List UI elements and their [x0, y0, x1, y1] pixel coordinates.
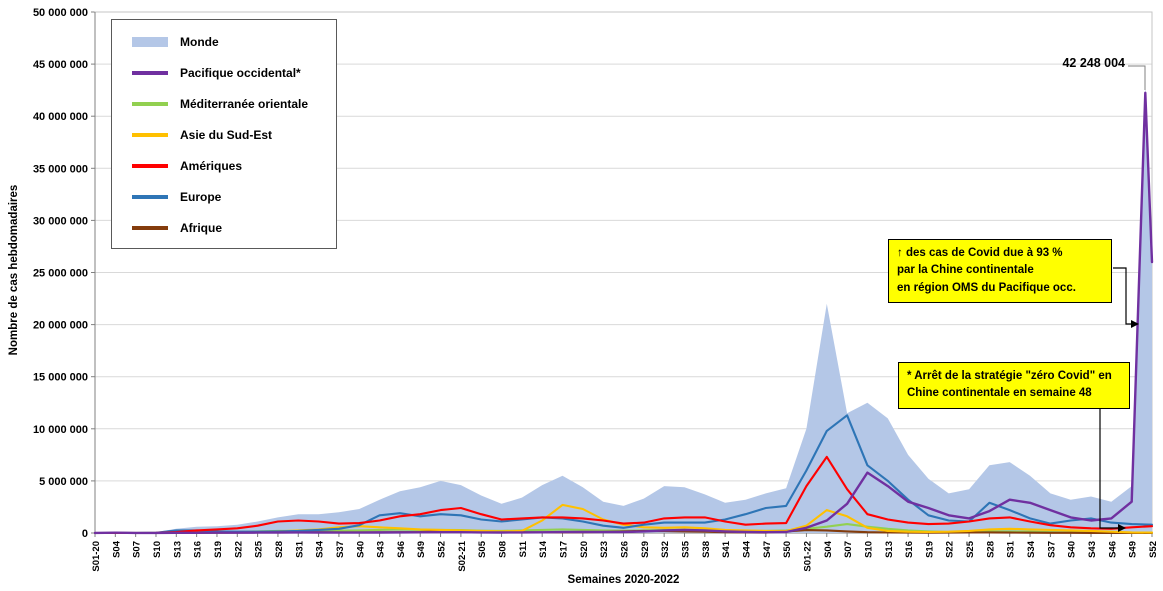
x-tick-label: S07	[132, 541, 143, 558]
x-tick-label: S43	[376, 541, 387, 558]
x-axis-title: Semaines 2020-2022	[567, 574, 680, 586]
x-tick-label: S22	[233, 541, 244, 558]
x-tick-label: S37	[1046, 541, 1057, 558]
legend-swatch-europe	[132, 195, 168, 199]
x-tick-label: S49	[416, 541, 427, 558]
legend-label-mediterranee-orientale: Méditerranée orientale	[180, 97, 309, 111]
x-tick-label: S14	[538, 540, 549, 558]
x-tick-label: S40	[1067, 541, 1078, 558]
x-tick-label: S49	[1128, 541, 1139, 558]
y-tick-label: 20 000 000	[33, 320, 88, 332]
x-tick-label: S38	[701, 541, 712, 558]
legend-item-asie-du-sud-est: Asie du Sud-Est	[132, 124, 328, 146]
x-tick-label: S31	[1006, 540, 1017, 558]
y-tick-label: 25 000 000	[33, 268, 88, 280]
y-tick-label: 30 000 000	[33, 215, 88, 227]
y-axis-title: Nombre de cas hebdomadaires	[8, 184, 20, 356]
callout-covid-increase-china: ↑ des cas de Covid due à 93 % par la Chi…	[888, 239, 1112, 303]
x-tick-label: S43	[1087, 541, 1098, 558]
x-tick-label: S37	[335, 541, 346, 558]
legend-item-afrique: Afrique	[132, 217, 328, 239]
series-line-pacifique-occidental	[93, 91, 1154, 535]
legend-swatch-mediterranee-orientale	[132, 102, 168, 106]
legend-swatch-monde	[132, 37, 168, 47]
legend: Monde Pacifique occidental* Méditerranée o…	[111, 19, 337, 249]
legend-swatch-pacifique-occidental	[132, 71, 168, 75]
legend-swatch-asie-du-sud-est	[132, 133, 168, 137]
x-tick-label: S34	[315, 540, 326, 558]
x-tick-label: S16	[904, 541, 915, 558]
x-tick-label: S52	[437, 541, 448, 558]
x-tick-label: S31	[294, 540, 305, 558]
x-tick-label: S02-21	[457, 540, 468, 571]
legend-label-ameriques: Amériques	[180, 159, 243, 173]
legend-swatch-afrique	[132, 226, 168, 230]
legend-label-afrique: Afrique	[180, 221, 222, 235]
x-tick-label: S23	[599, 541, 610, 558]
y-tick-label: 50 000 000	[33, 7, 88, 19]
y-tick-label: 5 000 000	[39, 476, 88, 488]
legend-item-ameriques: Amériques	[132, 155, 328, 177]
y-tick-label: 0	[82, 528, 88, 540]
x-tick-label: S07	[843, 541, 854, 558]
callout-zero-covid-strategy: * Arrêt de la stratégie "zéro Covid" en …	[898, 362, 1130, 409]
legend-swatch-ameriques	[132, 164, 168, 168]
y-tick-label: 45 000 000	[33, 59, 88, 71]
x-tick-label: S17	[559, 541, 570, 558]
x-tick-label: S25	[254, 540, 265, 558]
x-tick-label: S08	[498, 541, 509, 558]
y-axis: 0 5 000 000 10 000 000 15 000 000 20 000 000…	[33, 7, 95, 540]
x-tick-label: S32	[660, 541, 671, 558]
legend-item-europe: Europe	[132, 186, 328, 208]
x-tick-label: S40	[355, 541, 366, 558]
x-tick-label: S13	[172, 541, 183, 558]
x-tick-label: S19	[924, 541, 935, 558]
x-tick-label: S25	[965, 540, 976, 558]
x-tick-label: S35	[680, 540, 691, 558]
y-tick-label: 10 000 000	[33, 424, 88, 436]
x-tick-label: S44	[741, 540, 752, 558]
x-tick-label: S46	[396, 541, 407, 558]
x-tick-label: S04	[111, 540, 122, 558]
y-tick-label: 35 000 000	[33, 163, 88, 175]
legend-item-pacifique-occidental: Pacifique occidental*	[132, 62, 328, 84]
x-tick-label: S46	[1107, 541, 1118, 558]
x-tick-label: S11	[518, 540, 529, 557]
x-tick-label: S26	[620, 541, 631, 558]
x-tick-label: S01-22	[802, 541, 813, 572]
legend-label-monde: Monde	[180, 35, 219, 49]
x-tick-label: S29	[640, 541, 651, 558]
series-area-monde	[95, 84, 1152, 534]
x-tick-label: S34	[1026, 540, 1037, 558]
x-tick-label: S10	[152, 541, 163, 558]
x-tick-label: S20	[579, 541, 590, 558]
x-tick-label: S41	[721, 540, 732, 558]
x-tick-label: S01-20	[91, 541, 102, 572]
x-tick-label: S13	[884, 541, 895, 558]
x-tick-label: S50	[782, 541, 793, 558]
x-tick-label: S16	[193, 541, 204, 558]
legend-item-mediterranee-orientale: Méditerranée orientale	[132, 93, 328, 115]
x-tick-label: S22	[945, 541, 956, 558]
x-axis: S01-20 S04 S07 S10 S13 S16 S19 S22 S25 S28 S31 S34 S…	[91, 533, 1159, 572]
legend-label-asie-du-sud-est: Asie du Sud-Est	[180, 128, 273, 142]
x-tick-label: S47	[762, 541, 773, 558]
x-tick-label: S10	[863, 541, 874, 558]
y-tick-label: 15 000 000	[33, 372, 88, 384]
x-tick-label: S05	[477, 540, 488, 558]
legend-item-monde: Monde	[132, 31, 328, 53]
series-line-ameriques	[93, 455, 1154, 535]
x-tick-label: S04	[823, 540, 834, 558]
x-tick-label: S28	[985, 541, 996, 558]
x-tick-label: S28	[274, 541, 285, 558]
x-tick-label: S52	[1148, 541, 1159, 558]
y-tick-label: 40 000 000	[33, 111, 88, 123]
x-tick-label: S19	[213, 541, 224, 558]
peak-value-label: 42 248 004	[1062, 56, 1125, 70]
legend-label-europe: Europe	[180, 190, 222, 204]
legend-label-pacifique-occidental: Pacifique occidental*	[180, 66, 301, 80]
